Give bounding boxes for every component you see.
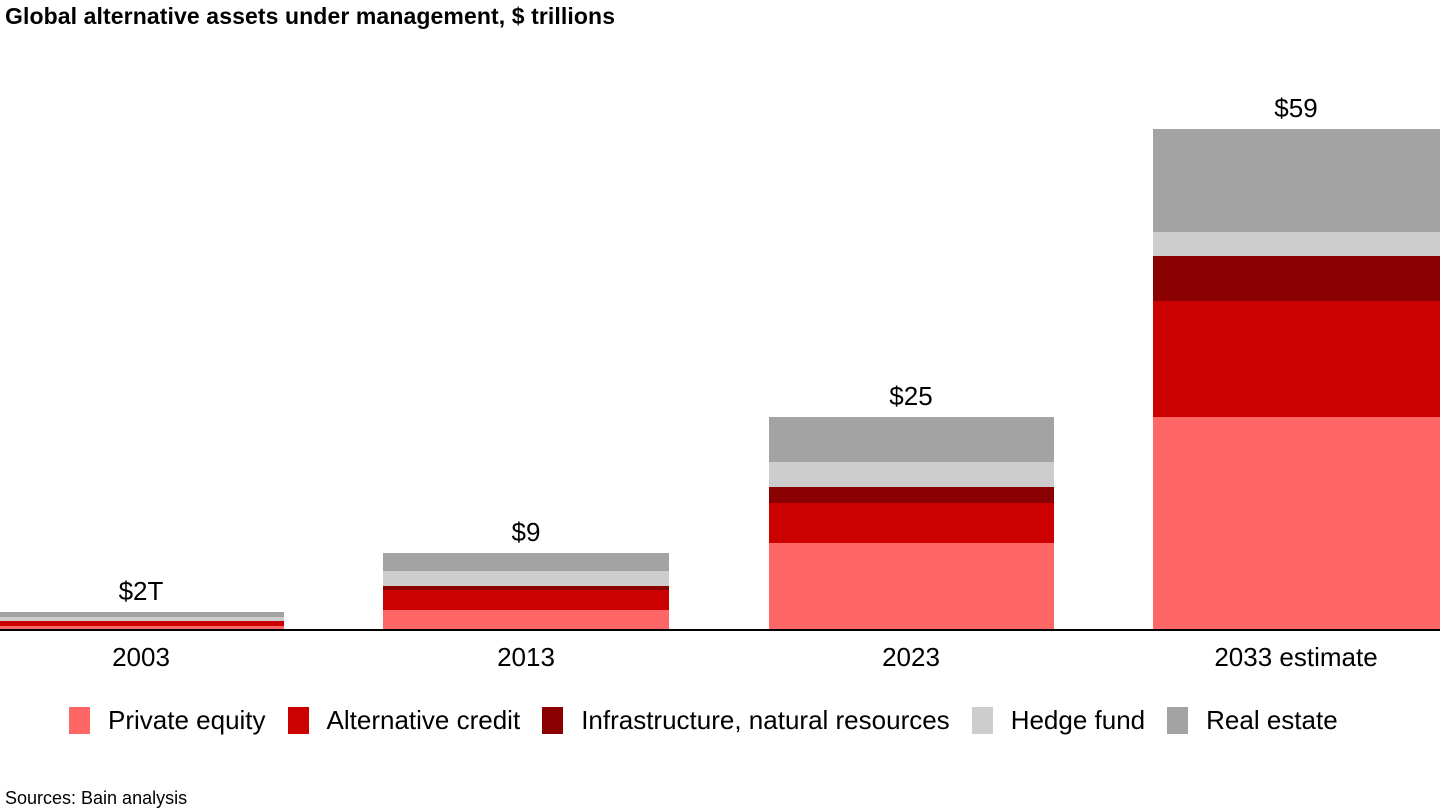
bar-total-label-2003: $2T [118, 576, 164, 607]
chart-title: Global alternative assets under manageme… [5, 3, 616, 29]
bar-segment-infrastructure-natural-resources [768, 486, 1054, 503]
bar-segment-real-estate [1152, 129, 1440, 232]
legend-item-alternative-credit: Alternative credit [287, 705, 521, 736]
x-axis-tick-label-2033-estimate: 2033 estimate [1214, 642, 1378, 672]
bar-segment-hedge-fund [0, 617, 284, 621]
legend-swatch-real-estate [1167, 707, 1189, 734]
bar-segment-alternative-credit [383, 590, 669, 611]
bar-segment-real-estate [0, 612, 284, 618]
legend-item-real-estate: Real estate [1167, 705, 1338, 736]
x-axis-line [0, 629, 1440, 631]
legend-label-infrastructure-natural-resources: Infrastructure, natural resources [581, 705, 950, 735]
bar-total-label-2023: $25 [889, 381, 933, 412]
bar-segment-hedge-fund [383, 570, 669, 586]
bar-segment-private-equity [1152, 417, 1440, 629]
legend-item-private-equity: Private equity [69, 705, 266, 736]
bar-segment-private-equity [768, 543, 1054, 629]
legend: Private equity Alternative credit Infrastr… [69, 705, 1338, 736]
legend-swatch-private-equity [69, 707, 90, 734]
bar-segment-hedge-fund [768, 462, 1054, 487]
legend-swatch-hedge-fund [971, 707, 993, 734]
bar-segment-alternative-credit [0, 621, 284, 627]
legend-label-real-estate: Real estate [1206, 705, 1338, 735]
legend-label-hedge-fund: Hedge fund [1010, 705, 1146, 735]
legend-swatch-infrastructure-natural-resources [542, 707, 564, 734]
x-axis-tick-label-2003: 2003 [112, 642, 170, 672]
bar-segment-private-equity [0, 626, 284, 629]
bar-total-label-2013: $9 [511, 516, 541, 547]
bar-segment-hedge-fund [1152, 231, 1440, 257]
x-axis-tick-label-2013: 2013 [497, 642, 555, 672]
legend-item-hedge-fund: Hedge fund [971, 705, 1146, 736]
bar-segment-infrastructure-natural-resources [383, 585, 669, 591]
bar-segment-infrastructure-natural-resources [1152, 256, 1440, 302]
bar-2023 [768, 417, 1054, 629]
bar-segment-alternative-credit [768, 502, 1054, 544]
legend-label-private-equity: Private equity [108, 705, 266, 735]
bar-2003 [0, 612, 284, 629]
bar-segment-infrastructure-natural-resources [0, 620, 284, 622]
bar-segment-alternative-credit [1152, 301, 1440, 418]
bar-2013 [383, 552, 669, 629]
bar-segment-real-estate [383, 552, 669, 571]
legend-swatch-alternative-credit [287, 707, 309, 734]
source-note: Sources: Bain analysis [5, 788, 188, 808]
bar-segment-real-estate [768, 417, 1054, 463]
x-axis-tick-label-2023: 2023 [882, 642, 940, 672]
legend-item-infrastructure-natural-resources: Infrastructure, natural resources [542, 705, 950, 736]
bar-2033-estimate [1152, 129, 1440, 629]
bar-segment-private-equity [383, 610, 669, 629]
legend-label-alternative-credit: Alternative credit [326, 705, 521, 735]
bar-total-label-2033-estimate: $59 [1274, 93, 1318, 123]
